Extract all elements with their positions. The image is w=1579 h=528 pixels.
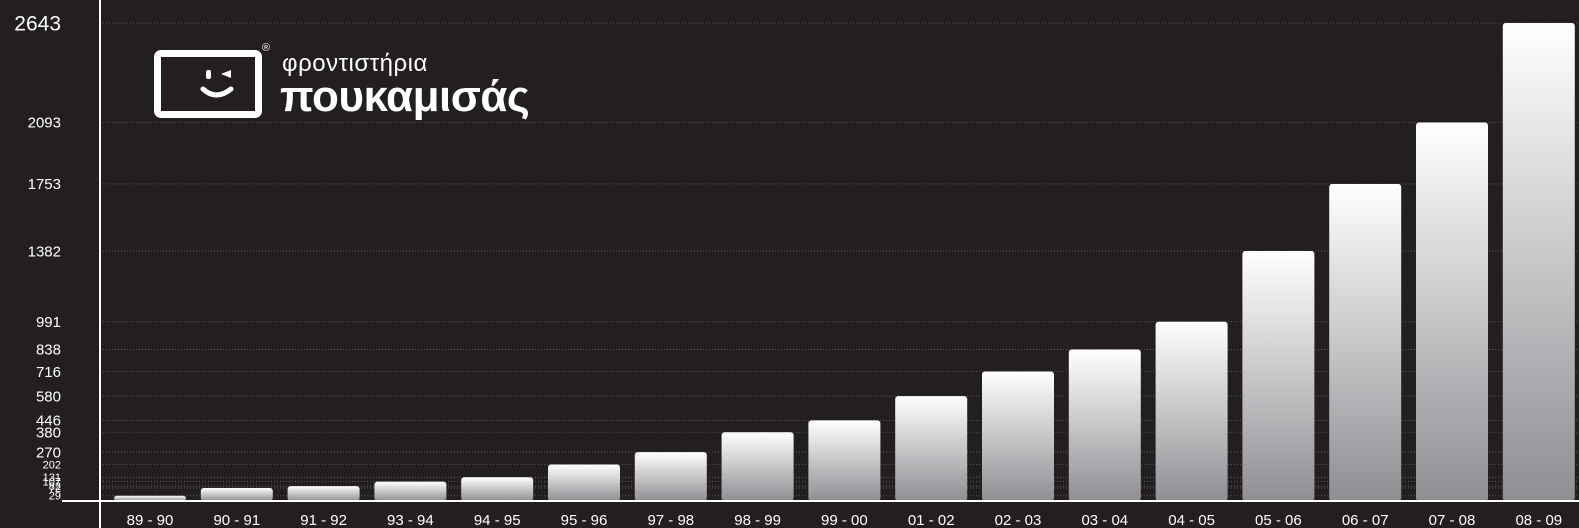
y-tick-label: 1382 bbox=[28, 243, 61, 260]
bar bbox=[374, 481, 447, 501]
y-tick-label: 580 bbox=[36, 388, 61, 405]
x-tick-label: 98 - 99 bbox=[734, 512, 781, 528]
y-tick-label: 107 bbox=[43, 476, 61, 488]
x-tick-label: 97 - 98 bbox=[647, 512, 694, 528]
bar bbox=[634, 452, 707, 501]
y-tick-label: 131 bbox=[43, 472, 61, 484]
x-tick-label: 03 - 04 bbox=[1081, 512, 1128, 528]
bar bbox=[1242, 251, 1315, 501]
bar bbox=[1329, 183, 1402, 501]
y-tick-label: 380 bbox=[36, 425, 61, 442]
x-tick-label: 08 - 09 bbox=[1515, 512, 1562, 528]
bar bbox=[721, 432, 794, 501]
x-tick-label: 89 - 90 bbox=[127, 512, 174, 528]
x-tick-label: 95 - 96 bbox=[561, 512, 608, 528]
bars bbox=[114, 23, 1575, 501]
x-tick-label: 93 - 94 bbox=[387, 512, 434, 528]
x-tick-label: 04 - 05 bbox=[1168, 512, 1215, 528]
y-tick-label: 838 bbox=[36, 342, 61, 359]
y-tick-label: 1753 bbox=[28, 176, 61, 193]
x-tick-label: 02 - 03 bbox=[995, 512, 1042, 528]
bar bbox=[548, 464, 620, 501]
y-tick-label: 72 bbox=[49, 483, 61, 495]
y-tick-label: 446 bbox=[36, 413, 61, 430]
logo-line1: φροντιστήρια bbox=[282, 50, 428, 77]
bar bbox=[114, 495, 186, 501]
x-tick-label: 06 - 07 bbox=[1342, 512, 1389, 528]
y-tick-label: 82 bbox=[49, 481, 61, 493]
y-tick-label: 716 bbox=[36, 364, 61, 381]
x-tick-label: 01 - 02 bbox=[908, 512, 955, 528]
x-tick-label: 07 - 08 bbox=[1429, 512, 1476, 528]
y-tick-label: 2643 bbox=[14, 12, 61, 35]
x-tick-label: 99 - 00 bbox=[821, 512, 868, 528]
logo-line2: πουκαμισάς bbox=[280, 72, 530, 121]
y-tick-label: 270 bbox=[36, 444, 61, 461]
logo-frame-icon bbox=[154, 50, 262, 118]
bar bbox=[461, 477, 534, 501]
bar bbox=[287, 486, 360, 501]
bar bbox=[808, 420, 881, 501]
bar bbox=[200, 487, 273, 501]
x-tick-label: 94 - 95 bbox=[474, 512, 521, 528]
winking-face-icon bbox=[200, 70, 234, 98]
bar bbox=[1502, 23, 1575, 501]
bar bbox=[1155, 321, 1228, 501]
y-tick-label: 2093 bbox=[28, 115, 61, 132]
bar bbox=[895, 396, 968, 501]
registered-mark: ® bbox=[262, 42, 271, 54]
y-tick-label: 202 bbox=[43, 459, 61, 471]
x-tick-label: 90 - 91 bbox=[213, 512, 260, 528]
x-tick-label: 91 - 92 bbox=[300, 512, 347, 528]
bar bbox=[1068, 349, 1141, 501]
bar bbox=[982, 371, 1054, 501]
x-tick-label: 05 - 06 bbox=[1255, 512, 1302, 528]
x-tick-labels: 89 - 90 90 - 91 91 - 92 93 - 94 94 - 95 95 - … bbox=[127, 512, 1563, 528]
bar bbox=[1416, 122, 1488, 501]
y-tick-label: 991 bbox=[36, 314, 61, 331]
y-tick-label: 29 bbox=[49, 491, 61, 503]
